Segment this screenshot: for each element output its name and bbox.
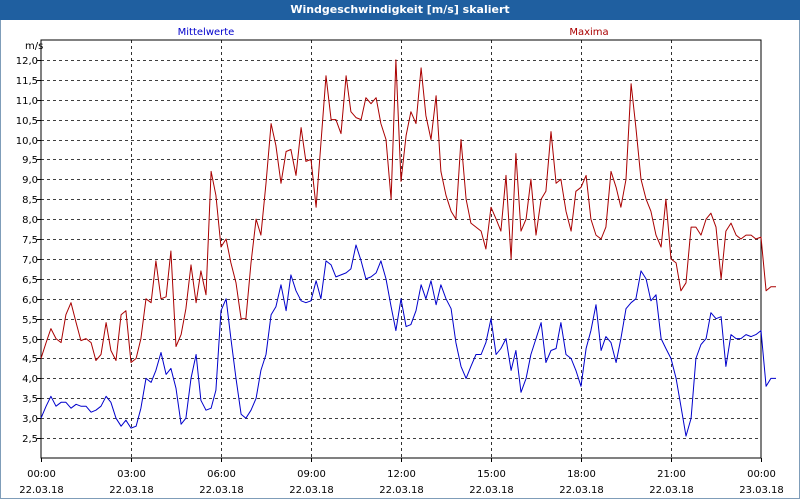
series-line-1 [40,59,776,363]
x-tick-date: 23.03.18 [739,485,784,496]
x-tick-date: 22.03.18 [19,485,64,496]
chart-frame: 12,0 11,5 11,0 10,5 10,0 9,5 9,0 8,5 8,0 7,5 7,0 6,… [0,20,800,499]
x-tick-time: 21:00 [657,469,686,480]
plot-border [40,39,762,459]
y-tick-label: 4,0 [22,374,38,385]
x-tick-time: 03:00 [117,469,146,480]
x-tick-date: 22.03.18 [109,485,154,496]
y-tick-label: 11,0 [16,96,38,107]
series-line-0 [40,244,776,437]
window-title: Windgeschwindigkeit [m/s] skaliert [0,0,800,20]
x-tick-date: 22.03.18 [559,485,604,496]
y-tick-label: 9,0 [22,175,38,186]
x-tick-time: 15:00 [477,469,506,480]
y-tick-label: 4,5 [22,354,38,365]
y-tick-label: 2,5 [22,434,38,445]
grid [40,39,762,459]
x-tick-time: 06:00 [207,469,236,480]
y-tick-label: 3,5 [22,394,38,405]
y-tick-label: 5,5 [22,315,38,326]
x-tick-date: 22.03.18 [469,485,514,496]
x-tick-date: 22.03.18 [649,485,694,496]
x-tick-time: 18:00 [567,469,596,480]
x-tick-time: 12:00 [387,469,416,480]
y-axis: 12,0 11,5 11,0 10,5 10,0 9,5 9,0 8,5 8,0 7,5 7,0 6,… [16,56,41,445]
x-tick-date: 22.03.18 [379,485,424,496]
y-tick-label: 11,5 [16,76,38,87]
y-tick-label: 12,0 [16,56,38,67]
y-tick-label: 8,0 [22,215,38,226]
x-tick-date: 22.03.18 [289,485,334,496]
legend: Mittelwerte Maxima [178,27,609,38]
y-tick-label: 7,5 [22,235,38,246]
wind-speed-chart: 12,0 11,5 11,0 10,5 10,0 9,5 9,0 8,5 8,0 7,5 7,0 6,… [16,27,784,496]
legend-label-0: Mittelwerte [178,27,235,38]
legend-label-1: Maxima [569,27,608,38]
y-tick-label: 6,0 [22,295,38,306]
x-tick-time: 00:00 [27,469,56,480]
x-tick-date: 22.03.18 [199,485,244,496]
y-tick-label: 10,0 [16,136,38,147]
x-tick-time: 09:00 [297,469,326,480]
x-tick-time: 00:00 [747,469,776,480]
x-axis: 00:00 22.03.18 03:00 22.03.18 06:00 22.03.18 0… [19,458,784,496]
y-axis-label: m/s [25,41,43,52]
y-tick-label: 3,0 [22,414,38,425]
y-tick-label: 10,5 [16,116,38,127]
y-tick-label: 6,5 [22,275,38,286]
series-lines [40,59,776,437]
y-tick-label: 5,0 [22,335,38,346]
y-tick-label: 7,0 [22,255,38,266]
y-tick-label: 9,5 [22,155,38,166]
y-tick-label: 8,5 [22,195,38,206]
